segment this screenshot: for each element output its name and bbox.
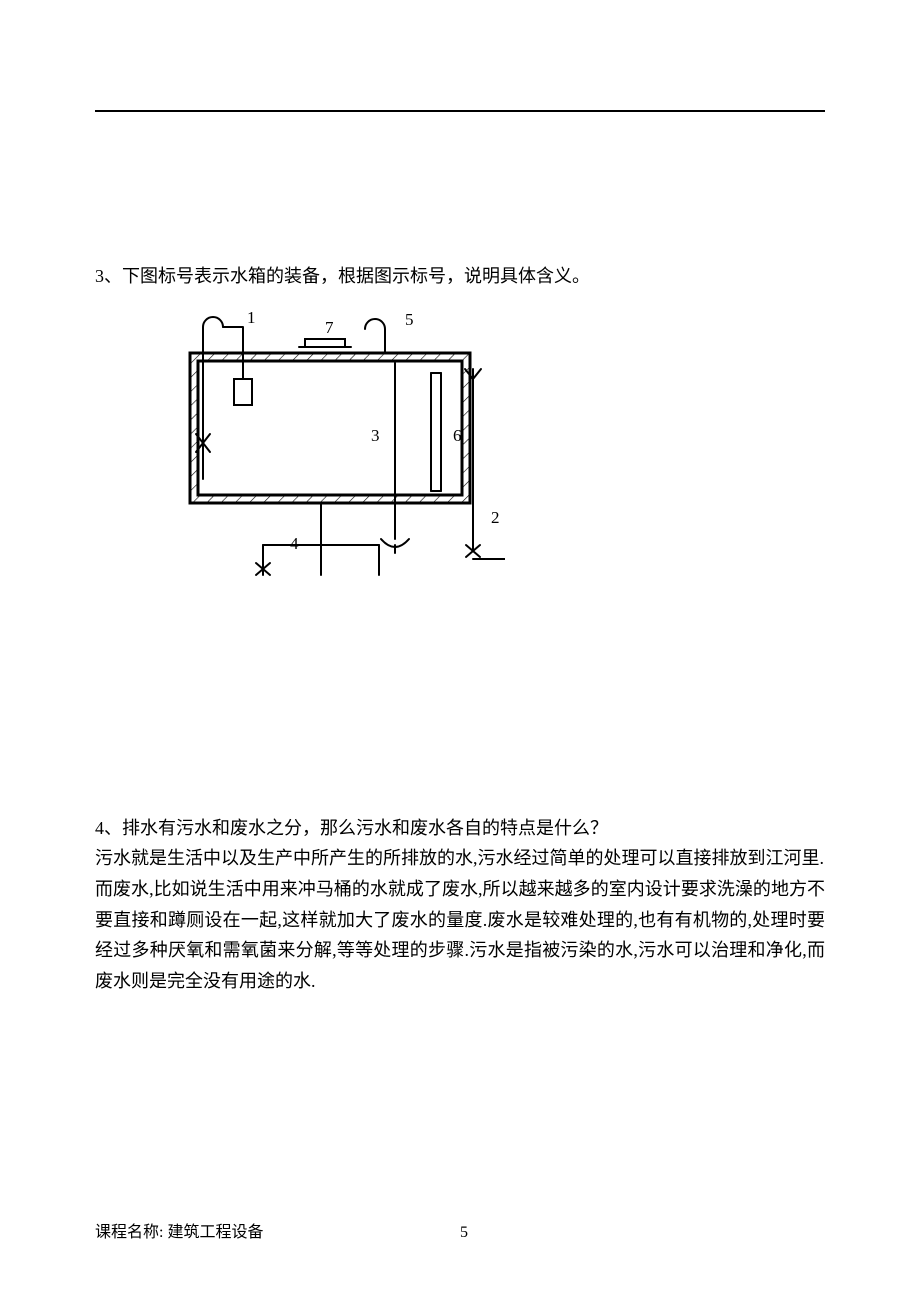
q4-p2: 而废水,比如说生活中用来冲马桶的水就成了废水,所以越来越多的室内设计要求洗澡的地… [95, 874, 825, 996]
q3-title: 3、下图标号表示水箱的装备，根据图示标号，说明具体含义。 [95, 262, 825, 291]
svg-text:6: 6 [453, 426, 462, 445]
svg-text:3: 3 [371, 426, 380, 445]
svg-text:2: 2 [491, 508, 500, 527]
tank-diagram: 1 2 3 4 5 6 7 [95, 303, 505, 603]
q4-p1: 污水就是生活中以及生产中所产生的所排放的水,污水经过简单的处理可以直接排放到江河… [95, 843, 825, 874]
svg-text:1: 1 [247, 308, 256, 327]
page-footer: 课程名称: 建筑工程设备 5 [95, 1218, 825, 1242]
q4-title: 4、排水有污水和废水之分，那么污水和废水各自的特点是什么？ [95, 813, 825, 844]
svg-text:4: 4 [290, 534, 299, 553]
course-name: 课程名称: 建筑工程设备 [95, 1224, 263, 1241]
page-number: 5 [460, 1224, 468, 1242]
svg-text:7: 7 [325, 318, 334, 337]
header-rule [95, 110, 825, 112]
svg-text:5: 5 [405, 310, 414, 329]
